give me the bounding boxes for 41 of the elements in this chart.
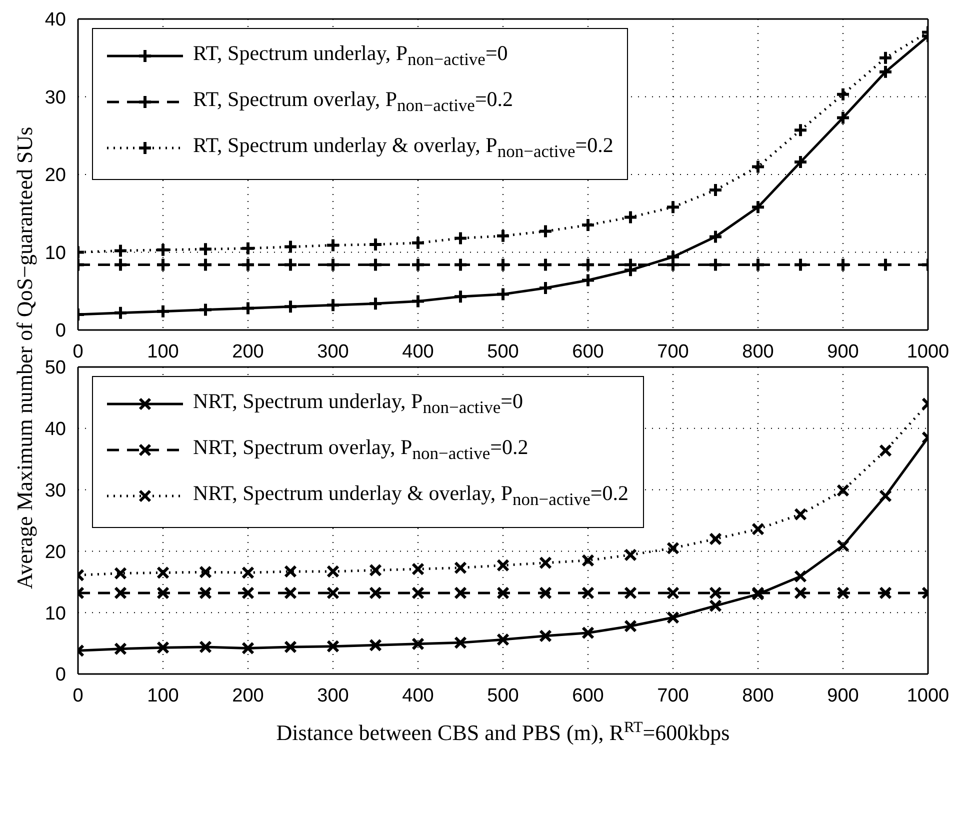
- x-tick-label: 500: [487, 341, 519, 362]
- legend-label: RT, Spectrum underlay, P$_{non−active}$=0: [193, 41, 508, 71]
- x-tick-label: 200: [232, 341, 264, 362]
- x-tick-label: 1000: [906, 685, 950, 706]
- x-tick-label: 800: [742, 341, 774, 362]
- y-tick-label: 0: [55, 664, 66, 686]
- legend-label: RT, Spectrum overlay, P$_{non−active}$=0.2: [193, 87, 514, 117]
- x-tick-label: 0: [72, 341, 84, 362]
- y-tick-label: 20: [44, 542, 66, 563]
- x-tick-label: 1000: [906, 341, 950, 362]
- y-tick-label: 40: [44, 10, 66, 31]
- y-tick-label: 10: [44, 603, 66, 624]
- x-tick-label: 500: [487, 685, 519, 706]
- x-tick-label: 600: [572, 341, 604, 362]
- legend-label: RT, Spectrum underlay & overlay, P$_{non−active}$=0.2: [193, 133, 614, 163]
- x-tick-label: 900: [827, 341, 859, 362]
- y-tick-label: 40: [44, 419, 66, 440]
- x-axis-title: Distance between CBS and PBS (m), R$^{RT}$=600kbps: [276, 718, 730, 745]
- x-tick-label: 900: [827, 685, 859, 706]
- x-tick-label: 800: [742, 685, 774, 706]
- x-tick-label: 0: [72, 685, 84, 706]
- y-tick-label: 50: [44, 358, 66, 379]
- legend-label: NRT, Spectrum underlay & overlay, P$_{non−active}$=0.2: [193, 481, 629, 511]
- x-tick-label: 300: [317, 341, 349, 362]
- legend-label: NRT, Spectrum overlay, P$_{non−active}$=0.2: [193, 435, 528, 465]
- x-tick-label: 100: [147, 685, 179, 706]
- x-tick-label: 300: [317, 685, 349, 706]
- x-tick-label: 100: [147, 341, 179, 362]
- y-tick-label: 0: [55, 320, 66, 342]
- y-tick-label: 30: [44, 87, 66, 108]
- x-tick-label: 400: [402, 341, 434, 362]
- x-tick-label: 700: [657, 685, 689, 706]
- y-axis-title: Average Maximum number of QoS−guaranteed SUs: [12, 126, 37, 590]
- x-tick-label: 600: [572, 685, 604, 706]
- y-tick-label: 10: [44, 242, 66, 264]
- y-tick-label: 30: [44, 480, 66, 502]
- x-tick-label: 400: [402, 685, 434, 706]
- x-tick-label: 200: [232, 685, 264, 706]
- x-tick-label: 700: [657, 341, 689, 362]
- legend-label: NRT, Spectrum underlay, P$_{non−active}$=0: [193, 389, 523, 419]
- y-tick-label: 20: [44, 165, 66, 186]
